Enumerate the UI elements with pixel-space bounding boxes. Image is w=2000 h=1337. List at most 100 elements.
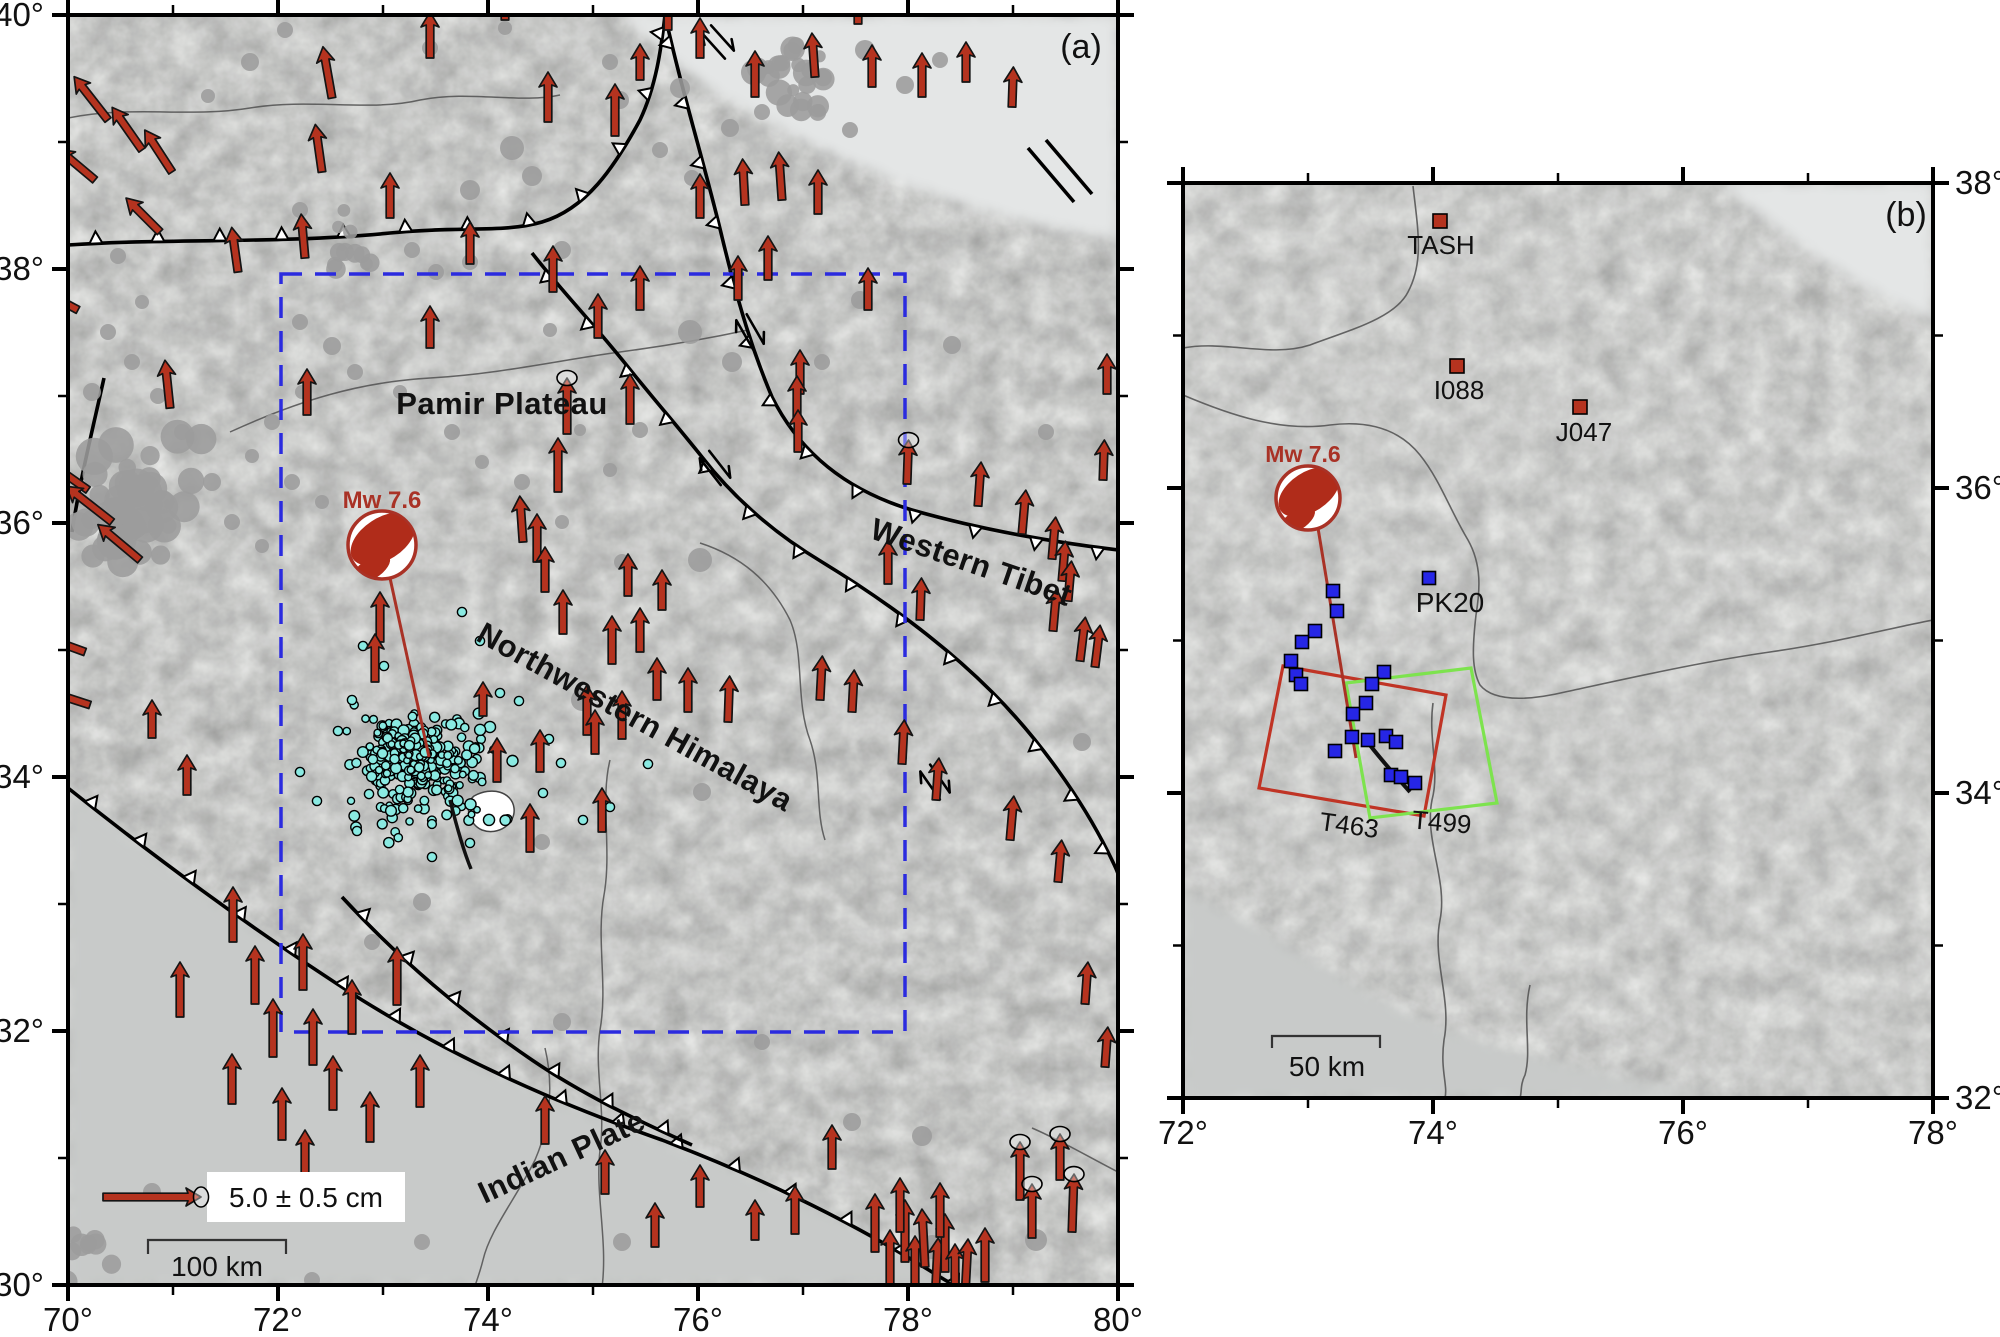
gps-station-square-tash [1432, 213, 1448, 229]
gps-velocity-arrow [520, 803, 540, 853]
hr-gps-square [1345, 706, 1361, 722]
axis-ticks: 72° 74° 76° 78°32° 34° 36° 38° [1158, 164, 2000, 1151]
gps-velocity-arrow [1045, 588, 1066, 633]
thrust-fault-tooth [211, 226, 229, 242]
gps-velocity-arrow [602, 615, 622, 665]
political-border [1031, 1127, 1118, 1173]
gps-velocity-arrow [1009, 1133, 1031, 1201]
gps-velocity-arrow [769, 151, 790, 202]
hr-gps-square-pk20 [1421, 570, 1437, 586]
y-axis-tick-label: 36° [0, 504, 44, 541]
thrust-fault-tooth [844, 575, 860, 594]
thrust-fault-tooth [333, 974, 350, 992]
x-axis-tick-label: 72° [1158, 1114, 1208, 1151]
gps-velocity-arrow [733, 158, 754, 207]
gps-velocity-arrow [420, 15, 440, 59]
gps-velocity-arrow [73, 75, 112, 124]
gps-velocity-arrow [293, 933, 313, 991]
gps-velocity-arrow [1097, 353, 1117, 395]
gps-velocity-arrow [1073, 616, 1094, 663]
gps-station-square-i088 [1449, 358, 1465, 374]
y-axis-tick-label: 36° [1955, 469, 2000, 506]
political-border [699, 542, 826, 841]
thrust-fault-tooth [599, 1091, 614, 1110]
gps-velocity-arrow [911, 577, 931, 621]
gps-velocity-arrow [719, 675, 739, 723]
gps-velocity-arrow [538, 71, 558, 123]
gps-velocity-arrow [263, 998, 283, 1058]
gps-velocity-arrow [592, 787, 612, 833]
gps-velocity-arrow [530, 729, 550, 773]
thrust-fault-tooth [397, 217, 414, 234]
thrust-fault-tooth [354, 907, 372, 924]
velocity-error-ellipse [27, 443, 51, 468]
hr-gps-square [1388, 734, 1404, 750]
thrust-fault-tooth [181, 869, 197, 887]
gps-velocity-arrow [487, 737, 507, 783]
insar-frame-label-t499: T499 [1411, 805, 1473, 840]
gps-velocity-arrow [970, 461, 990, 508]
gps-velocity-arrow [68, 687, 93, 710]
thrust-fault-tooth [658, 410, 676, 427]
y-axis-tick-label: 32° [0, 1012, 44, 1049]
thrust-fault-tooth [760, 391, 779, 407]
thrust-fault-tooth [672, 94, 690, 111]
gps-velocity-arrow [853, 15, 863, 25]
gps-velocity-arrow [1014, 489, 1035, 536]
gps-velocity-arrow [618, 553, 638, 597]
gps-velocity-arrow [170, 961, 190, 1018]
gps-velocity-arrow [745, 50, 765, 98]
thrust-fault-tooth [386, 1007, 402, 1025]
gps-velocity-arrow [1088, 624, 1109, 669]
gps-velocity-arrow [68, 485, 116, 526]
thrust-fault-tooth [273, 225, 291, 241]
strike-slip-arrows [734, 312, 766, 352]
y-axis-tick-label: 38° [0, 250, 44, 287]
study-area-dashed-rect [279, 272, 907, 1034]
gps-velocity-arrow [690, 173, 710, 219]
panel-a-map [27, 15, 1118, 1285]
epicenter-leader-line [388, 577, 431, 758]
thrust-fault-tooth [792, 542, 808, 560]
gps-velocity-arrow [645, 1202, 665, 1248]
hr-gps-square [1325, 583, 1341, 599]
hr-gps-square [1283, 653, 1299, 669]
hr-gps-sites [1283, 570, 1437, 791]
thrust-fault-tooth [552, 1088, 568, 1106]
gps-velocity-arrow [297, 368, 317, 416]
gps-velocity-arrow [788, 409, 808, 453]
gps-velocity-arrow [588, 293, 608, 339]
thrust-fault-tooth [648, 25, 665, 42]
thrust-fault-tooth [1028, 535, 1045, 552]
event-magnitude-label-a: Mw 7.6 [343, 487, 422, 514]
gps-velocity-arrow [1094, 439, 1114, 481]
gps-velocity-arrow [957, 1238, 978, 1285]
y-axis-tick-label: 34° [0, 758, 44, 795]
gps-velocity-arrow [728, 255, 748, 301]
gps-velocity-arrow [1096, 1026, 1117, 1069]
velocity-scale-label: 5.0 ± 0.5 cm [229, 1182, 383, 1213]
thrust-fault-tooth [907, 507, 924, 525]
focal-mechanism-beachball [1274, 464, 1342, 532]
gps-velocity-arrow [897, 431, 920, 485]
y-axis-tick-label: 40° [0, 0, 44, 33]
velocity-error-ellipse [1063, 1165, 1085, 1183]
gps-velocity-arrow [1003, 66, 1023, 108]
gps-velocity-arrow [808, 169, 828, 215]
distance-scale-bar-b [1270, 1034, 1382, 1048]
thrust-fault-tooth [610, 142, 629, 158]
gps-velocity-arrow [111, 106, 146, 154]
distance-scale-label-a: 100 km [171, 1251, 263, 1282]
political-border [1183, 394, 1480, 616]
political-border [68, 94, 561, 119]
gps-velocity-arrow [142, 699, 162, 739]
x-axis-tick-label: 74° [1408, 1114, 1458, 1151]
gps-velocity-arrow [548, 437, 568, 493]
gps-velocity-arrow [865, 1193, 885, 1253]
velocity-error-ellipse [556, 369, 578, 387]
seismicity-epicenters [68, 21, 1091, 1285]
hr-gps-square [1294, 634, 1310, 650]
y-axis-tick-label: 30° [0, 1266, 44, 1303]
